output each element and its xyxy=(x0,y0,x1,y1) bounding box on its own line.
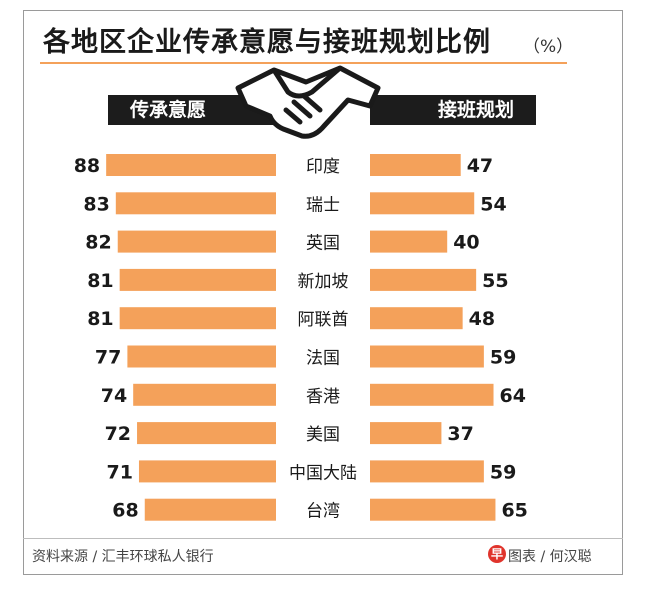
footer-divider xyxy=(23,538,623,539)
left-series-bars: 88 83 82 81 81 77 74 72 71 68 xyxy=(74,154,277,522)
value-label-left-4: 81 xyxy=(87,308,113,330)
bar-right-1 xyxy=(370,192,475,215)
bar-left-4 xyxy=(119,307,276,330)
bar-right-9 xyxy=(370,498,496,521)
value-label-right-9: 65 xyxy=(501,500,527,522)
handshake-icon xyxy=(235,65,381,139)
value-label-left-9: 68 xyxy=(112,500,138,522)
bar-right-2 xyxy=(370,230,448,253)
right-series-header: 接班规划 xyxy=(370,95,536,125)
title-underline xyxy=(40,62,567,64)
value-label-right-8: 59 xyxy=(490,461,516,483)
category-label-4: 阿联酋 xyxy=(298,310,349,330)
value-label-right-2: 40 xyxy=(453,232,479,254)
value-label-right-4: 48 xyxy=(469,308,495,330)
bar-left-6 xyxy=(133,383,276,406)
bar-left-2 xyxy=(117,230,277,253)
value-label-left-2: 82 xyxy=(85,232,111,254)
value-label-left-3: 81 xyxy=(87,270,113,292)
category-label-8: 中国大陆 xyxy=(289,463,357,483)
bar-right-3 xyxy=(370,268,477,291)
bar-left-9 xyxy=(144,498,276,521)
value-label-left-8: 71 xyxy=(107,461,133,483)
unit-label: （%） xyxy=(523,37,574,57)
value-label-right-1: 54 xyxy=(480,193,506,215)
bar-right-7 xyxy=(370,422,442,445)
bar-left-5 xyxy=(127,345,276,368)
category-label-7: 美国 xyxy=(306,425,340,445)
bar-right-0 xyxy=(370,154,461,176)
value-label-right-7: 37 xyxy=(447,423,473,445)
value-label-right-3: 55 xyxy=(482,270,508,292)
value-label-left-5: 77 xyxy=(95,347,121,369)
value-label-left-7: 72 xyxy=(105,423,131,445)
bar-right-5 xyxy=(370,345,484,368)
bar-left-1 xyxy=(115,192,276,215)
bar-left-0 xyxy=(106,154,276,176)
category-label-5: 法国 xyxy=(306,349,340,369)
left-series-header: 传承意愿 xyxy=(108,95,276,125)
bar-right-6 xyxy=(370,383,494,406)
value-label-right-6: 64 xyxy=(500,385,526,407)
bar-left-7 xyxy=(137,422,276,445)
category-label-9: 台湾 xyxy=(306,502,340,522)
value-label-left-6: 74 xyxy=(101,385,127,407)
value-label-left-1: 83 xyxy=(83,193,109,215)
bar-left-3 xyxy=(119,268,276,291)
source-note: 资料来源 / 汇丰环球私人银行 xyxy=(32,549,214,565)
bar-left-8 xyxy=(138,460,276,483)
value-label-left-0: 88 xyxy=(74,155,100,177)
chart-title: 各地区企业传承意愿与接班规划比例 xyxy=(43,27,491,58)
category-label-3: 新加坡 xyxy=(298,272,349,292)
category-label-1: 瑞士 xyxy=(306,195,340,215)
category-label-6: 香港 xyxy=(306,387,340,407)
category-label-0: 印度 xyxy=(306,157,340,177)
bar-right-8 xyxy=(370,460,484,483)
value-label-right-0: 47 xyxy=(467,155,493,177)
category-label-2: 英国 xyxy=(306,234,340,254)
chart-credit: 图表 / 何汉聪 xyxy=(508,549,592,565)
value-label-right-5: 59 xyxy=(490,347,516,369)
publisher-logo-icon: 早 xyxy=(488,545,506,563)
bar-right-4 xyxy=(370,307,463,330)
